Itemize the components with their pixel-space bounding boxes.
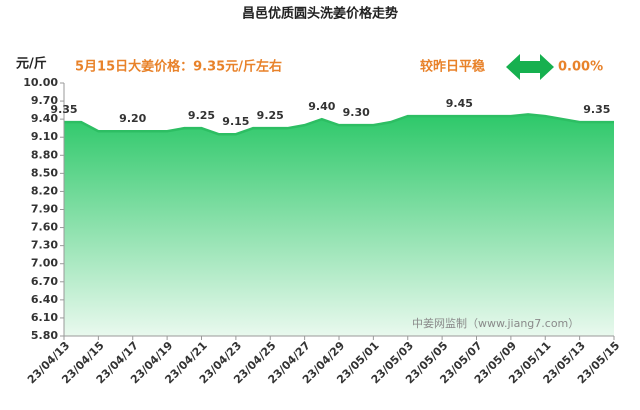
price-note: 5月15日大姜价格：9.35元/斤左右 <box>75 59 282 75</box>
y-tick-label: 7.60 <box>31 221 58 234</box>
value-label: 9.35 <box>583 103 610 116</box>
y-tick-label: 6.40 <box>31 293 58 306</box>
chart-title: 昌邑优质圆头洗姜价格走势 <box>242 6 398 22</box>
value-label: 9.25 <box>188 109 215 122</box>
change-percent: 0.00% <box>558 60 603 75</box>
value-label: 9.25 <box>257 109 284 122</box>
y-tick-label: 9.70 <box>31 94 58 107</box>
value-label: 9.35 <box>50 103 77 116</box>
line <box>64 113 614 136</box>
y-tick-label: 10.00 <box>23 76 58 89</box>
change-note: 较昨日平稳 <box>420 59 485 75</box>
value-label: 9.20 <box>119 112 146 125</box>
area <box>64 114 614 336</box>
value-label: 9.40 <box>308 100 335 113</box>
y-tick-label: 6.10 <box>31 311 58 324</box>
value-label: 9.45 <box>446 97 473 110</box>
y-tick-label: 8.50 <box>31 166 58 179</box>
value-label: 9.15 <box>222 115 249 128</box>
y-tick-label: 8.20 <box>31 184 58 197</box>
y-tick-label: 9.40 <box>31 112 58 125</box>
y-tick-label: 7.30 <box>31 239 58 252</box>
value-label: 9.30 <box>343 106 370 119</box>
y-tick-label: 6.70 <box>31 275 58 288</box>
y-tick-label: 5.80 <box>31 329 58 342</box>
flat-arrow-icon <box>506 54 554 80</box>
watermark: 中姜网监制（www.jiang7.com） <box>412 316 579 330</box>
y-tick-label: 8.80 <box>31 148 58 161</box>
y-tick-label: 7.00 <box>31 257 58 270</box>
y-tick-label: 7.90 <box>31 203 58 216</box>
y-unit: 元/斤 <box>16 56 47 72</box>
y-tick-label: 9.10 <box>31 130 58 143</box>
